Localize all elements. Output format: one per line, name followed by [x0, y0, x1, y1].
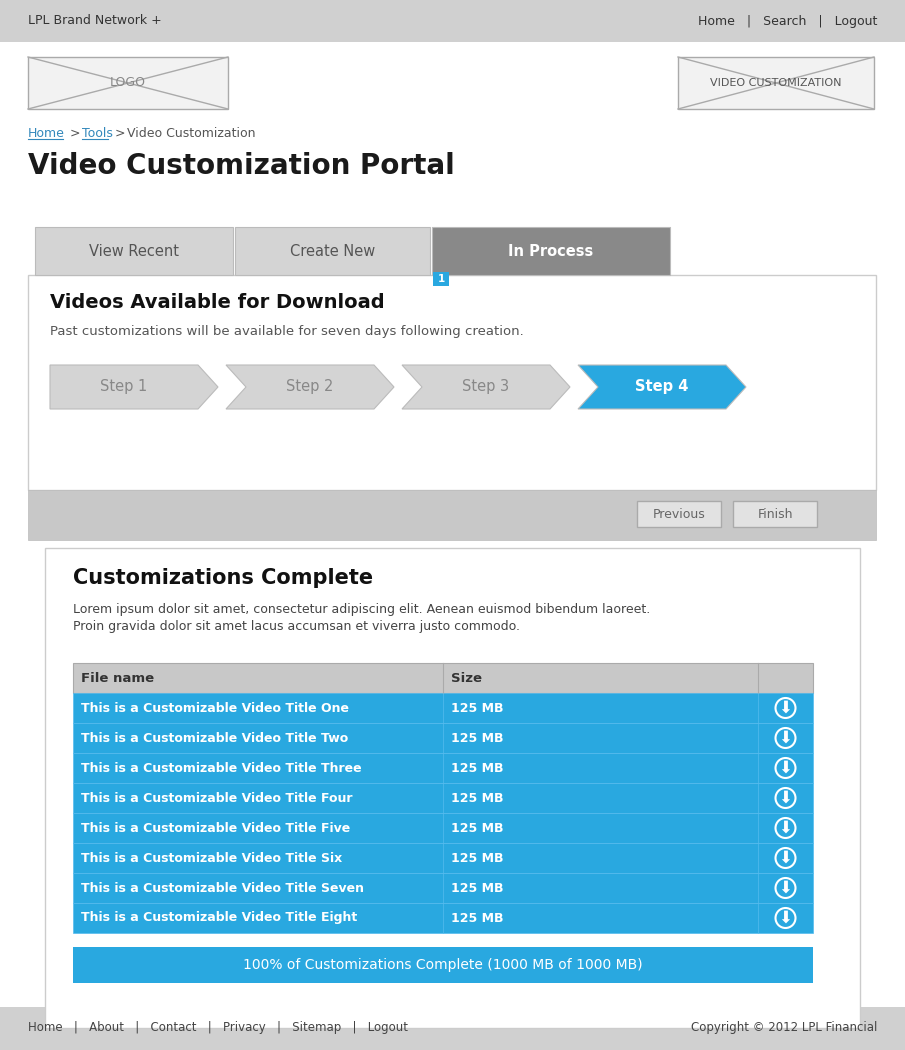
Text: Create New: Create New: [290, 244, 376, 258]
Text: 100% of Customizations Complete (1000 MB of 1000 MB): 100% of Customizations Complete (1000 MB…: [243, 958, 643, 972]
Bar: [73, 873, 813, 903]
Text: This is a Customizable Video Title Seven: This is a Customizable Video Title Seven: [81, 882, 364, 895]
Bar: [235, 227, 430, 275]
Text: ⬇: ⬇: [778, 879, 793, 897]
Text: ⬇: ⬇: [778, 759, 793, 777]
Text: This is a Customizable Video Title One: This is a Customizable Video Title One: [81, 701, 349, 714]
Polygon shape: [50, 365, 218, 410]
Text: ⬇: ⬇: [778, 909, 793, 927]
Text: Videos Available for Download: Videos Available for Download: [50, 293, 385, 312]
Bar: [73, 843, 813, 873]
Text: This is a Customizable Video Title Three: This is a Customizable Video Title Three: [81, 761, 362, 775]
Bar: [73, 723, 813, 753]
Text: 125 MB: 125 MB: [451, 882, 503, 895]
Text: ⬇: ⬇: [778, 819, 793, 837]
Text: LOGO: LOGO: [110, 77, 146, 89]
Bar: [733, 501, 817, 527]
Text: Copyright © 2012 LPL Financial: Copyright © 2012 LPL Financial: [691, 1022, 877, 1034]
Text: Customizations Complete: Customizations Complete: [73, 568, 373, 588]
Text: This is a Customizable Video Title Five: This is a Customizable Video Title Five: [81, 821, 350, 835]
Text: >: >: [115, 127, 126, 140]
Text: Video Customization Portal: Video Customization Portal: [28, 152, 454, 180]
Polygon shape: [578, 365, 746, 410]
Text: This is a Customizable Video Title Four: This is a Customizable Video Title Four: [81, 792, 353, 804]
Text: 125 MB: 125 MB: [451, 792, 503, 804]
Text: 1: 1: [437, 274, 444, 284]
Text: >: >: [70, 127, 81, 140]
Bar: [28, 490, 876, 540]
Text: LPL Brand Network +: LPL Brand Network +: [28, 15, 162, 27]
Text: This is a Customizable Video Title Six: This is a Customizable Video Title Six: [81, 852, 342, 864]
Text: 125 MB: 125 MB: [451, 821, 503, 835]
Text: Lorem ipsum dolor sit amet, consectetur adipiscing elit. Aenean euismod bibendum: Lorem ipsum dolor sit amet, consectetur …: [73, 603, 651, 616]
Polygon shape: [226, 365, 394, 410]
Bar: [73, 813, 813, 843]
Bar: [433, 272, 449, 286]
Text: Finish: Finish: [757, 507, 793, 521]
Bar: [73, 663, 813, 693]
Text: 125 MB: 125 MB: [451, 761, 503, 775]
Bar: [0, 1007, 905, 1050]
Text: Step 1: Step 1: [100, 379, 148, 395]
Bar: [73, 693, 813, 723]
Bar: [73, 947, 813, 983]
Text: ⬇: ⬇: [778, 789, 793, 807]
Text: Video Customization: Video Customization: [127, 127, 255, 140]
Bar: [678, 57, 874, 109]
Bar: [432, 227, 670, 275]
Text: Proin gravida dolor sit amet lacus accumsan et viverra justo commodo.: Proin gravida dolor sit amet lacus accum…: [73, 620, 520, 633]
Text: Home   |   Search   |   Logout: Home | Search | Logout: [698, 15, 877, 27]
Text: 125 MB: 125 MB: [451, 911, 503, 924]
Bar: [28, 275, 876, 490]
Text: In Process: In Process: [509, 244, 594, 258]
Bar: [35, 227, 233, 275]
Bar: [73, 783, 813, 813]
Text: 125 MB: 125 MB: [451, 732, 503, 744]
Bar: [73, 753, 813, 783]
Text: This is a Customizable Video Title Eight: This is a Customizable Video Title Eight: [81, 911, 357, 924]
Text: File name: File name: [81, 672, 154, 685]
Text: Size: Size: [451, 672, 482, 685]
Bar: [637, 501, 721, 527]
Text: ⬇: ⬇: [778, 849, 793, 867]
Text: ⬇: ⬇: [778, 699, 793, 717]
Text: VIDEO CUSTOMIZATION: VIDEO CUSTOMIZATION: [710, 78, 842, 88]
Bar: [45, 548, 860, 1028]
Text: Tools: Tools: [82, 127, 113, 140]
Text: Step 2: Step 2: [286, 379, 334, 395]
Text: Step 3: Step 3: [462, 379, 510, 395]
Text: Past customizations will be available for seven days following creation.: Past customizations will be available fo…: [50, 326, 524, 338]
Bar: [73, 903, 813, 933]
Text: Home   |   About   |   Contact   |   Privacy   |   Sitemap   |   Logout: Home | About | Contact | Privacy | Sitem…: [28, 1022, 408, 1034]
Text: This is a Customizable Video Title Two: This is a Customizable Video Title Two: [81, 732, 348, 744]
Bar: [28, 57, 228, 109]
Text: ⬇: ⬇: [778, 729, 793, 747]
Text: Previous: Previous: [653, 507, 705, 521]
Text: 125 MB: 125 MB: [451, 852, 503, 864]
Polygon shape: [402, 365, 570, 410]
Text: 125 MB: 125 MB: [451, 701, 503, 714]
Text: Home: Home: [28, 127, 65, 140]
Bar: [0, 0, 905, 42]
Text: View Recent: View Recent: [89, 244, 179, 258]
Text: Step 4: Step 4: [635, 379, 689, 395]
